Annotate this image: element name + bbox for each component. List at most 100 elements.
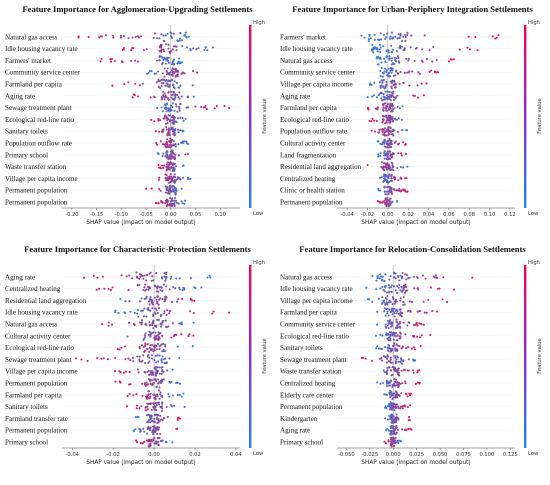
shap-point [146,343,149,346]
shap-point [398,313,401,316]
shap-point [166,144,169,147]
shap-point [402,48,405,52]
shap-point [149,331,152,334]
shap-point [158,372,161,375]
shap-point [142,288,145,291]
shap-point [160,359,163,362]
shap-point [159,344,162,347]
shap-point [392,431,395,434]
shap-point [387,49,390,52]
shap-point [401,105,404,108]
shap-point [390,161,393,164]
shap-point [109,288,113,292]
shap-point [153,378,156,381]
x-tick-label: 0.02 [189,452,201,458]
shap-point [168,167,171,170]
shap-point [172,45,175,48]
shap-point [383,140,386,143]
shap-point [182,392,185,395]
shap-point [371,48,375,51]
shap-point [399,311,402,314]
shap-point [140,344,144,347]
shap-point [397,405,400,408]
shap-point [395,419,398,422]
shap-point [164,34,167,37]
shap-point [188,310,192,313]
shap-point [164,202,167,205]
shap-point [408,321,411,324]
shap-point [396,37,399,40]
shap-point [381,118,384,121]
shap-point [381,99,384,102]
shap-point [181,176,184,179]
shap-point [389,275,392,278]
shap-point [140,309,143,312]
shap-point [404,333,407,336]
shap-point [156,432,159,435]
shap-point [390,31,393,34]
shap-point [128,392,131,396]
shap-point [385,35,388,39]
shap-point [368,33,371,36]
shap-point [400,39,403,42]
shap-point [389,356,392,359]
shap-point [162,342,165,345]
shap-point [406,289,409,292]
shap-point [151,379,154,382]
shap-point [388,414,391,417]
shap-point [138,300,142,303]
shap-point [120,346,123,349]
shap-point [372,46,375,49]
shap-point [154,395,157,398]
shap-point [159,381,162,384]
chart-title: Feature Importance for Characteristic-Pr… [24,244,251,254]
shap-point [176,70,180,73]
shap-point [173,404,176,407]
shap-point [178,322,181,325]
shap-point [394,118,397,121]
feature-label: Farmland per capita [280,309,338,317]
shap-point [148,309,151,312]
shap-point [150,70,153,73]
shap-point [397,286,400,289]
shap-point [174,180,177,183]
shap-point [87,35,90,38]
shap-point [157,443,160,446]
shap-point [164,43,168,46]
x-tick-label: 0.04 [230,452,242,458]
shap-point [386,381,389,384]
shap-point [388,105,391,108]
shap-point [149,442,152,445]
shap-point [100,57,103,61]
shap-point [396,326,399,329]
x-tick-label: 0.00 [148,452,160,458]
shap-point [379,56,382,59]
shap-point [148,346,151,349]
shap-point [171,114,174,117]
shap-point [163,98,166,101]
shap-point [206,276,209,279]
shap-point [385,385,389,388]
shap-point [382,72,385,75]
shap-point [401,382,404,385]
shap-point [391,416,394,419]
shap-point [177,143,180,146]
shap-point [174,193,177,196]
shap-point [397,439,400,442]
colorbar-low-label: Low [528,211,539,217]
shap-point [377,155,380,158]
shap-point [382,167,385,170]
shap-point [191,345,194,348]
shap-point [212,310,215,313]
shap-point [407,59,410,62]
shap-point [151,331,155,334]
feature-label: Natural gas access [5,33,58,41]
shap-point [167,47,170,50]
shap-point [389,379,392,382]
shap-point [386,134,389,137]
shap-point [385,121,388,124]
x-tick-label: -0.15 [90,212,103,218]
shap-point [387,128,390,131]
shap-point [404,283,407,286]
shap-point [397,441,400,444]
